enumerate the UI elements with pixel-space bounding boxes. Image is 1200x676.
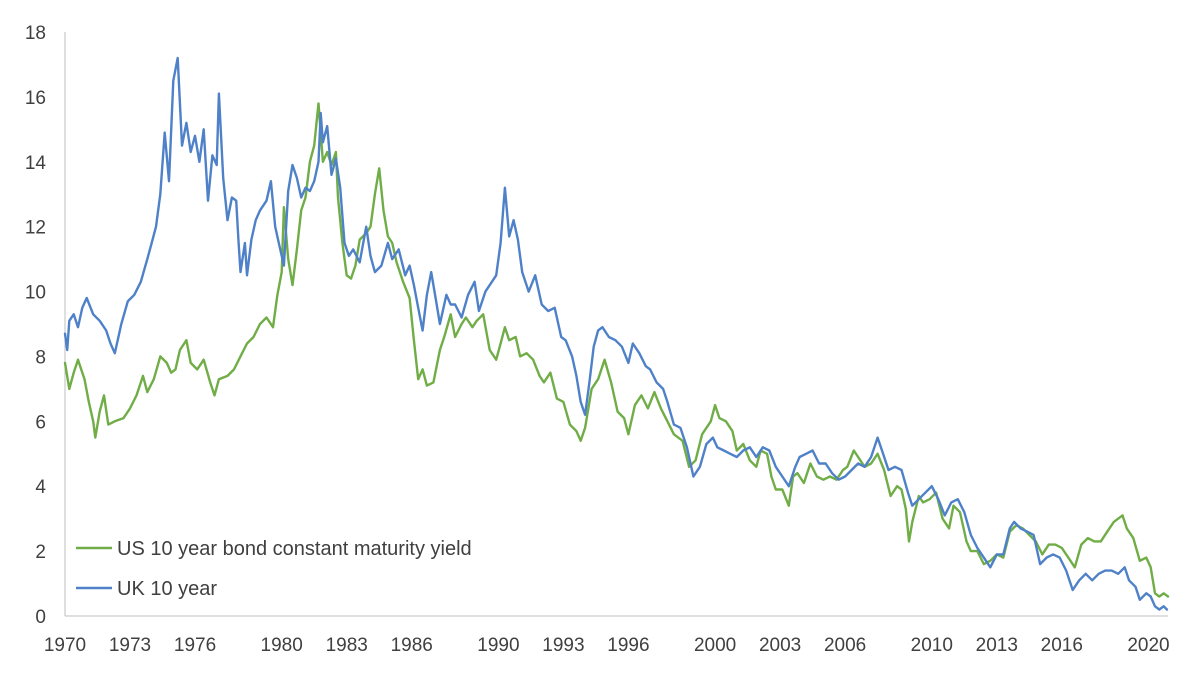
y-tick-label: 2 xyxy=(35,542,46,563)
x-tick-label: 1993 xyxy=(542,635,584,656)
y-tick-label: 12 xyxy=(25,218,46,239)
y-tick-label: 18 xyxy=(25,23,46,44)
x-tick-label: 2003 xyxy=(759,635,801,656)
y-tick-label: 14 xyxy=(25,153,47,174)
x-tick-label: 1980 xyxy=(261,635,303,656)
y-tick-label: 10 xyxy=(25,283,46,304)
series-line-uk-10y xyxy=(63,56,1169,611)
x-tick-label: 1996 xyxy=(607,635,649,656)
x-tick-label: 2020 xyxy=(1127,635,1169,656)
y-tick-label: 0 xyxy=(35,607,46,628)
y-tick-label: 8 xyxy=(35,347,46,368)
y-tick-label: 4 xyxy=(35,477,46,498)
x-tick-label: 1973 xyxy=(109,635,151,656)
x-tick-label: 2006 xyxy=(824,635,866,656)
x-tick-label: 1990 xyxy=(477,635,519,656)
y-axis-tick-labels: 0 2 4 6 8 10 12 14 16 18 xyxy=(25,23,47,628)
y-tick-label: 16 xyxy=(25,88,46,109)
y-tick-label: 6 xyxy=(35,412,46,433)
legend-label-uk: UK 10 year xyxy=(117,578,217,600)
x-tick-label: 1970 xyxy=(44,635,86,656)
series-lines xyxy=(63,56,1170,611)
x-tick-label: 2000 xyxy=(694,635,736,656)
x-tick-label: 2010 xyxy=(911,635,953,656)
x-tick-label: 1976 xyxy=(174,635,216,656)
x-tick-label: 1983 xyxy=(326,635,368,656)
series-line-us-10y xyxy=(63,102,1170,598)
x-tick-label: 2016 xyxy=(1041,635,1083,656)
x-tick-label: 1986 xyxy=(391,635,433,656)
x-tick-label: 2013 xyxy=(976,635,1018,656)
legend-label-us: US 10 year bond constant maturity yield xyxy=(117,538,472,560)
x-axis-tick-labels: 1970 1973 1976 1980 1983 1986 1990 1993 1996 2000… xyxy=(44,635,1170,656)
legend: US 10 year bond constant maturity yield … xyxy=(76,538,472,600)
